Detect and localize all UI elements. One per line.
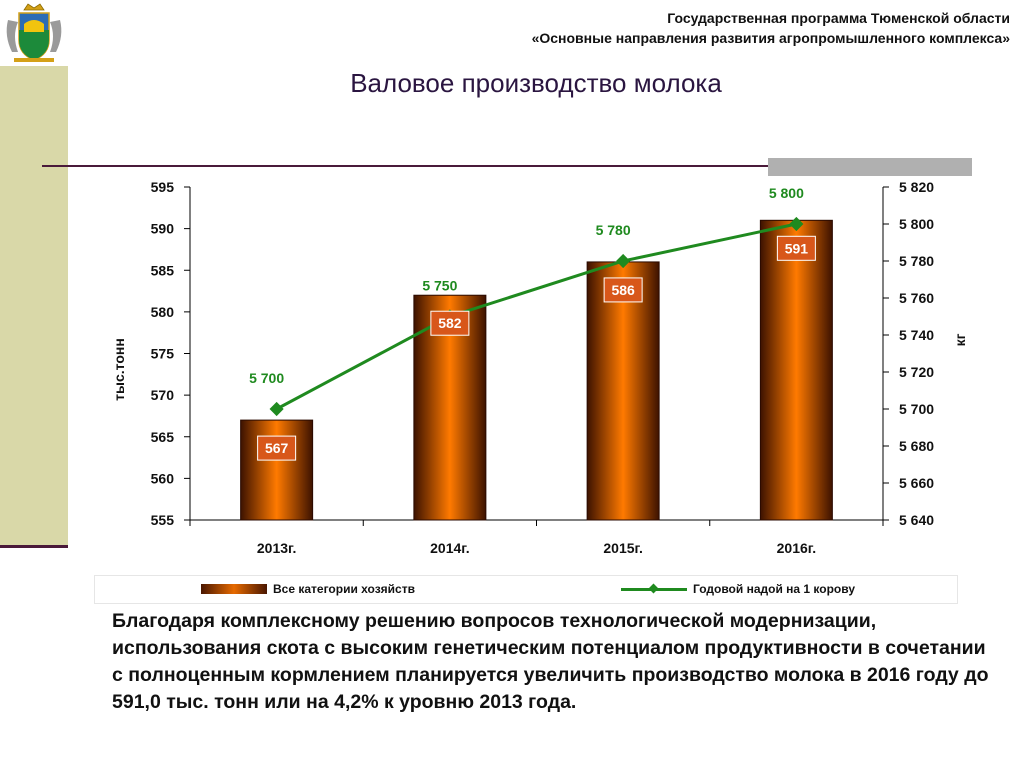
x-tick-label: 2015г.	[603, 540, 642, 556]
summary-caption: Благодаря комплексному решению вопросов …	[112, 610, 989, 713]
left-tick-label: 555	[151, 512, 175, 528]
left-decor-line	[0, 545, 68, 548]
left-tick-label: 575	[151, 346, 175, 362]
left-tick-label: 565	[151, 429, 175, 445]
bar-2013г.	[240, 419, 314, 521]
title-divider	[42, 165, 972, 167]
left-tick-label: 590	[151, 221, 175, 237]
bar-value-label: 591	[785, 240, 809, 256]
legend-bar-swatch	[201, 584, 267, 594]
yield-value-label: 5 780	[596, 222, 631, 238]
legend-line-swatch	[621, 584, 687, 594]
bar-value-box	[776, 235, 816, 261]
right-tick-label: 5 820	[899, 179, 934, 195]
bar-2015г.	[586, 261, 660, 521]
left-tick-label: 580	[151, 304, 175, 320]
x-tick-label: 2013г.	[257, 540, 296, 556]
right-tick-label: 5 780	[899, 253, 934, 269]
bar-value-box	[257, 435, 297, 461]
yield-value-label: 5 700	[249, 370, 284, 386]
right-tick-label: 5 720	[899, 364, 934, 380]
legend-label-line: Годовой надой на 1 корову	[693, 582, 856, 596]
right-axis-title: кг	[952, 333, 968, 346]
yield-value-label: 5 800	[769, 185, 804, 201]
yield-point	[269, 401, 284, 417]
left-tick-label: 570	[151, 387, 175, 403]
left-tick-label: 585	[151, 262, 175, 278]
program-header: Государственная программа Тюменской обла…	[532, 8, 1010, 48]
right-tick-label: 5 700	[899, 401, 934, 417]
bar-value-label: 586	[611, 282, 635, 298]
left-axis-title: тыс.тонн	[111, 338, 127, 401]
legend-item-line: Годовой надой на 1 корову	[621, 582, 855, 596]
x-tick-label: 2014г.	[430, 540, 469, 556]
program-header-line-1: Государственная программа Тюменской обла…	[667, 10, 1010, 26]
chart-legend: Все категории хозяйств Годовой надой на …	[94, 575, 958, 604]
bar-value-label: 567	[265, 440, 289, 456]
legend-label-bars: Все категории хозяйств	[273, 582, 415, 596]
right-tick-label: 5 660	[899, 475, 934, 491]
divider-gray-block	[768, 158, 972, 176]
left-decor-band	[0, 0, 68, 548]
tyumen-coat-of-arms-icon	[0, 0, 68, 66]
yield-line	[275, 222, 797, 411]
yield-value-label: 5 750	[422, 278, 457, 294]
right-tick-label: 5 640	[899, 512, 934, 528]
bar-value-box	[603, 277, 643, 303]
right-tick-label: 5 760	[899, 290, 934, 306]
bar-value-box	[430, 310, 470, 336]
x-tick-label: 2016г.	[777, 540, 816, 556]
page-title: Валовое производство молока	[350, 68, 722, 98]
legend-item-bars: Все категории хозяйств	[201, 582, 415, 596]
right-tick-label: 5 740	[899, 327, 934, 343]
yield-point	[789, 216, 804, 232]
bar-2016г.	[759, 219, 833, 521]
left-tick-label: 560	[151, 470, 175, 486]
left-tick-label: 595	[151, 179, 175, 195]
program-header-line-2: «Основные направления развития агропромы…	[531, 30, 1010, 46]
yield-point	[616, 253, 631, 269]
right-tick-label: 5 800	[899, 216, 934, 232]
right-tick-label: 5 680	[899, 438, 934, 454]
bar-value-label: 582	[438, 315, 462, 331]
